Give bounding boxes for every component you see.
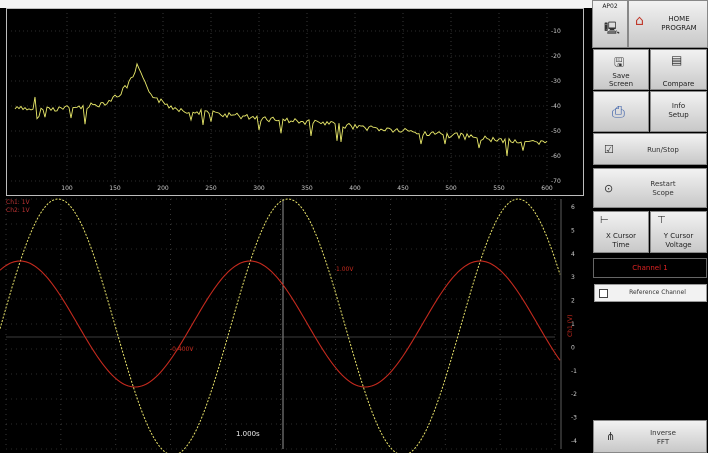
save-screen-button[interactable]: 🖫 Save Screen [593, 49, 649, 90]
scope-right-tick: -2 [571, 391, 577, 398]
save-screen-line2: Screen [608, 80, 634, 88]
fft-x-tick: 500 [445, 185, 457, 192]
monitor-icon: 🖳 [604, 21, 621, 35]
scope-right-tick: 5 [571, 227, 575, 234]
fft-x-tick: 550 [493, 185, 505, 192]
fft-spectrum-panel[interactable]: 100 150 200 250 300 350 400 450 500 550 600 -10 -20 -… [6, 8, 584, 196]
marker-b-label: -0.400V [170, 346, 194, 353]
fft-x-tick: 150 [109, 185, 121, 192]
fft-y-tick: -60 [551, 153, 561, 160]
fft-x-tick: 100 [61, 185, 73, 192]
marker-a-label: 1.00V [336, 266, 354, 273]
oscilloscope-panel[interactable]: 6 5 4 3 2 1 0 -1 -2 -3 -4 Ch1 (V) 1.00V -0.400V Ch1: … [0, 197, 590, 453]
scope-right-tick: -1 [571, 368, 577, 375]
fft-y-tick: -10 [551, 28, 561, 35]
inverse-fft-button[interactable]: ⋔ Inverse FFT [593, 420, 707, 453]
home-program-button[interactable]: ⌂ HOME PROGRAM [628, 0, 708, 48]
restart-scope-line2: Scope [652, 189, 674, 197]
scope-right-tick: -4 [571, 438, 577, 445]
fft-plot[interactable]: 100 150 200 250 300 350 400 450 500 550 600 -10 -20 -… [7, 9, 583, 195]
run-stop-button[interactable]: ☑ Run/Stop [593, 133, 707, 165]
x-cursor-line2: Time [612, 241, 630, 249]
scope-right-tick: 0 [571, 344, 575, 351]
inverse-fft-line1: Inverse [650, 429, 676, 437]
ch2-sine-trace [0, 260, 561, 388]
run-stop-label: Run/Stop [647, 146, 679, 154]
fft-x-tick: 300 [253, 185, 265, 192]
printer-icon: ⎙ [612, 102, 625, 121]
y-cursor-line1: Y Cursor [663, 232, 694, 240]
y-cursor-line2: Voltage [665, 241, 692, 249]
right-axis-label: Ch1 (V) [567, 314, 574, 337]
fft-trace [14, 62, 548, 156]
inverse-fft-line2: FFT [656, 438, 670, 446]
control-panel: AP02 🖳 ⌂ HOME PROGRAM 🖫 Save Screen ▤ Co… [592, 0, 708, 453]
info-setup-line1: Info [671, 102, 686, 110]
fft-x-tick: 400 [349, 185, 361, 192]
reference-channel-row[interactable]: Reference Channel [594, 284, 707, 302]
fft-x-tick: 600 [541, 185, 553, 192]
fft-x-tick: 450 [397, 185, 409, 192]
ch2-readout: Ch2: 1V [6, 207, 30, 214]
channel-select-button[interactable]: AP02 🖳 [592, 0, 628, 48]
checkbox-icon: ☑ [604, 143, 614, 156]
compare-button[interactable]: ▤ Compare [650, 49, 707, 90]
scope-right-tick: 3 [571, 274, 575, 281]
scope-right-tick: 2 [571, 298, 575, 305]
fft-x-tick: 200 [157, 185, 169, 192]
fft-x-tick: 350 [301, 185, 313, 192]
save-screen-line1: Save [612, 72, 630, 80]
home-label-1: HOME [668, 15, 690, 23]
home-label-2: PROGRAM [661, 24, 697, 32]
top-strip [0, 0, 592, 8]
fft-y-tick: -70 [551, 178, 561, 185]
scope-right-tick: 6 [571, 204, 575, 211]
fft-y-tick: -30 [551, 78, 561, 85]
reference-channel-checkbox[interactable] [599, 289, 608, 298]
scope-plot[interactable]: 6 5 4 3 2 1 0 -1 -2 -3 -4 Ch1 (V) 1.00V -0.400V [0, 197, 590, 453]
ch1-readout: Ch1: 1V [6, 199, 30, 206]
ch1-sine-trace [0, 198, 561, 453]
compare-label: Compare [662, 80, 695, 88]
channel-select-label: AP02 [602, 3, 618, 10]
restart-scope-button[interactable]: ⊙ Restart Scope [593, 168, 707, 208]
fft-y-tick: -50 [551, 128, 561, 135]
fft-x-tick: 250 [205, 185, 217, 192]
scope-right-tick: -3 [571, 415, 577, 422]
floppy-icon: 🖫 [614, 55, 625, 69]
x-cursor-icon: ⊢ [600, 215, 609, 226]
print-button[interactable]: ⎙ [593, 91, 649, 132]
info-setup-button[interactable]: Info Setup [650, 91, 707, 132]
home-icon: ⌂ [635, 13, 644, 29]
fft-y-tick: -20 [551, 53, 561, 60]
info-setup-line2: Setup [668, 111, 689, 119]
channel-display-field[interactable]: Channel 1 [593, 258, 707, 278]
y-cursor-icon: ⊤ [657, 215, 666, 226]
scope-right-tick: 4 [571, 251, 575, 258]
y-cursor-voltage-button[interactable]: ⊤ Y Cursor Voltage [650, 211, 707, 253]
time-label: 1.000s [236, 430, 260, 438]
reference-channel-label: Reference Channel [629, 289, 686, 296]
scope-right-tick: 1 [571, 321, 575, 328]
fft-y-tick: -40 [551, 103, 561, 110]
chart-icon: ▤ [671, 53, 683, 67]
x-cursor-line1: X Cursor [605, 232, 637, 240]
inverse-fft-icon: ⋔ [606, 430, 616, 443]
x-cursor-time-button[interactable]: ⊢ X Cursor Time [593, 211, 649, 253]
play-icon: ⊙ [604, 182, 614, 195]
restart-scope-line1: Restart [650, 180, 676, 188]
